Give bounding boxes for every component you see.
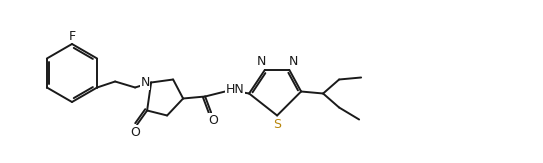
Text: N: N bbox=[141, 76, 150, 89]
Text: N: N bbox=[288, 55, 298, 68]
Text: HN: HN bbox=[226, 83, 244, 96]
Text: O: O bbox=[130, 126, 140, 139]
Text: S: S bbox=[273, 118, 281, 131]
Text: F: F bbox=[68, 30, 75, 43]
Text: N: N bbox=[256, 55, 266, 68]
Text: O: O bbox=[208, 114, 218, 127]
